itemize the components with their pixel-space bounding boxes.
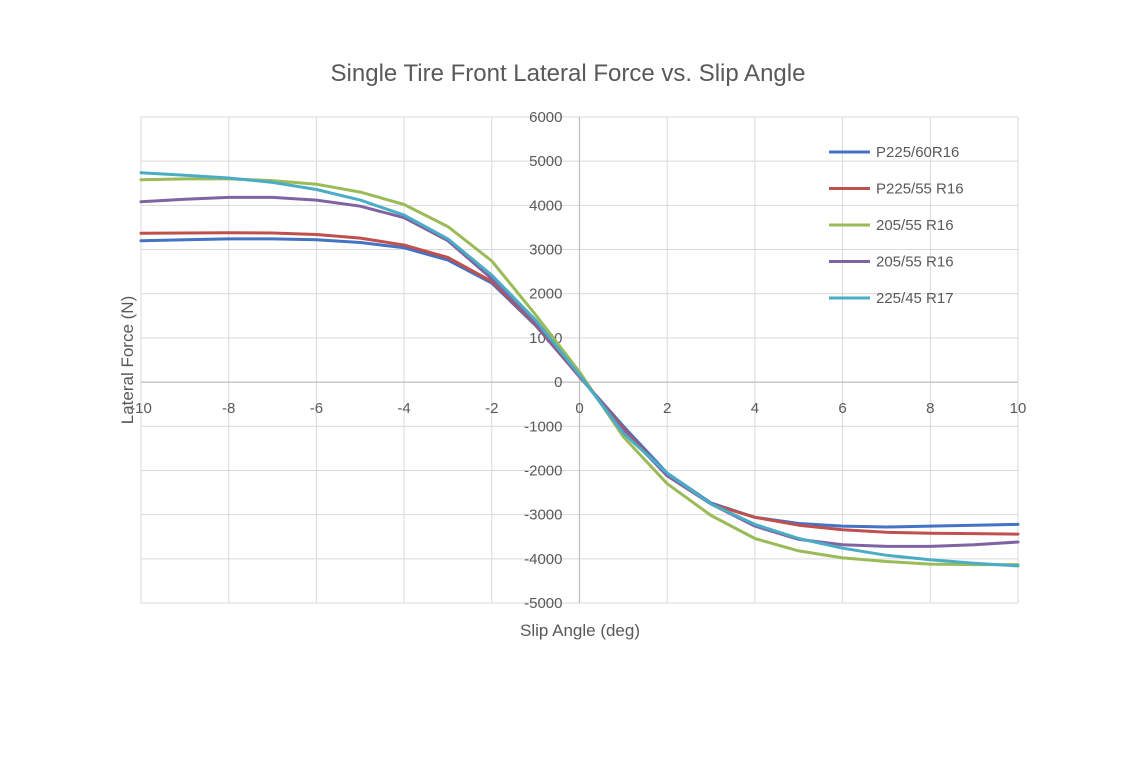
x-tick-label: -10 [130,400,152,417]
y-tick-label: -4000 [524,551,562,568]
x-axis-title: Slip Angle (deg) [520,621,640,640]
legend-label-3: 205/55 R16 [876,217,954,234]
x-tick-label: -6 [310,400,323,417]
y-tick-label: 5000 [529,153,562,170]
x-tick-label: 0 [575,400,583,417]
y-tick-label: 0 [554,374,562,391]
y-tick-label: 3000 [529,242,562,259]
series-line-3 [139,177,1020,567]
y-tick-label: -1000 [524,418,562,435]
axes [141,117,1018,603]
y-tick-label: 2000 [529,286,562,303]
x-tick-label: 6 [838,400,846,417]
legend-label-5: 225/45 R17 [876,290,954,307]
x-tick-label: 4 [751,400,759,417]
legend-label-2: P225/55 R16 [876,181,964,198]
x-tick-label: -2 [485,400,498,417]
x-tick-label: 10 [1010,400,1027,417]
x-tick-label: 8 [926,400,934,417]
legend: P225/60R16 P225/55 R16 205/55 R16 205/55 R1… [829,144,964,307]
x-tick-label: -4 [397,400,410,417]
y-tick-label: -3000 [524,507,562,524]
x-tick-label: -8 [222,400,235,417]
y-tick-label: -2000 [524,462,562,479]
y-tick-label: -5000 [524,595,562,612]
y-tick-label: 6000 [529,109,562,126]
chart-title: Single Tire Front Lateral Force vs. Slip… [331,60,806,87]
legend-label-1: P225/60R16 [876,144,959,161]
y-tick-label: 4000 [529,197,562,214]
series-line-5 [139,171,1020,568]
legend-label-4: 205/55 R16 [876,254,954,271]
x-tick-label: 2 [663,400,671,417]
series-lines [139,171,1020,568]
y-axis-title: Lateral Force (N) [118,296,137,424]
